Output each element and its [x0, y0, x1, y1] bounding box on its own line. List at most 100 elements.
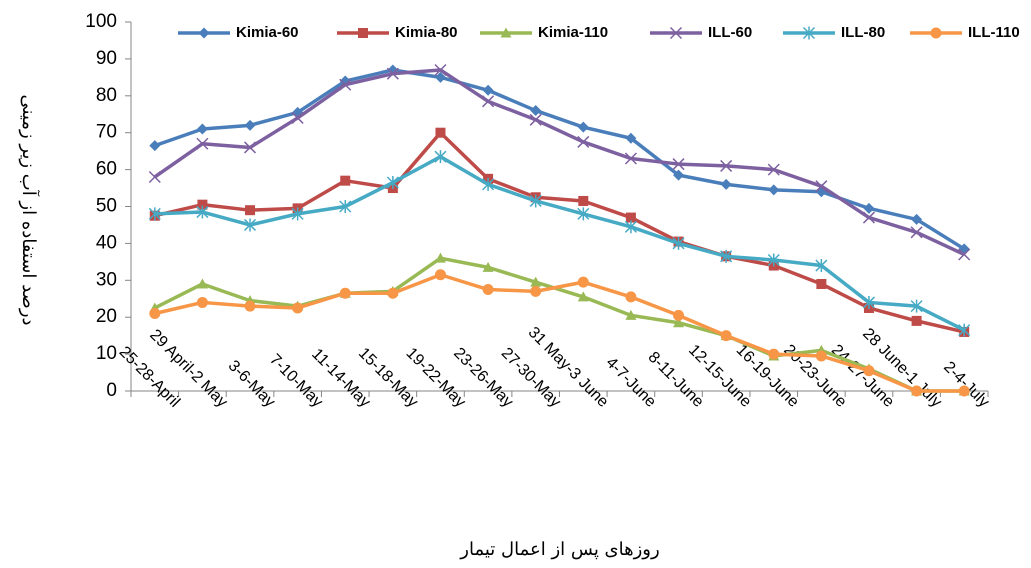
y-tick-label: 70: [96, 122, 117, 143]
x-tick-label: 2-4-July: [940, 359, 992, 411]
point: [577, 291, 589, 302]
point: [482, 95, 495, 108]
point: [196, 278, 208, 289]
point: [435, 127, 446, 138]
legend-label: Kimia-60: [236, 24, 299, 41]
series-line: [154, 256, 965, 393]
point: [291, 111, 304, 124]
legend-marker: [500, 27, 512, 38]
legend-marker: [930, 27, 942, 39]
point: [577, 276, 589, 288]
point: [815, 350, 827, 362]
point: [816, 278, 827, 289]
point: [434, 71, 446, 83]
point: [196, 123, 208, 135]
point: [720, 178, 732, 190]
point: [672, 236, 685, 250]
point: [720, 159, 733, 172]
point: [482, 84, 494, 96]
point: [529, 113, 542, 126]
point: [148, 170, 161, 184]
point: [768, 348, 780, 360]
point: [625, 309, 637, 320]
legend-label: ILL-60: [708, 24, 752, 41]
point: [529, 194, 542, 208]
y-tick-label: 10: [96, 343, 117, 364]
point: [911, 213, 923, 225]
point: [862, 211, 876, 224]
legend-label: Kimia-110: [538, 24, 608, 41]
point: [672, 158, 685, 171]
y-tick-label: 60: [96, 159, 117, 180]
series-line: [154, 68, 966, 251]
point: [577, 135, 590, 148]
point: [434, 63, 447, 77]
point: [339, 287, 351, 299]
point: [243, 141, 257, 154]
series-line: [154, 130, 965, 334]
point: [244, 119, 256, 131]
y-tick-label: 50: [96, 196, 117, 217]
legend-marker: [669, 26, 683, 40]
point: [720, 330, 732, 342]
point: [340, 175, 351, 186]
y-tick-label: 80: [96, 85, 117, 106]
point: [149, 308, 161, 320]
point: [530, 285, 542, 297]
legend-marker: [802, 26, 816, 40]
x-axis-title: روزهای پس از اعمال تیمار: [459, 539, 659, 560]
point: [148, 207, 161, 221]
point: [673, 317, 685, 328]
y-tick-label: 90: [96, 48, 117, 69]
point: [815, 259, 828, 273]
legend-marker: [358, 28, 368, 38]
y-tick-label: 20: [96, 306, 117, 327]
point: [624, 152, 637, 165]
legend-label: Kimia-80: [395, 24, 458, 41]
point: [434, 150, 447, 164]
legend-marker: [198, 27, 210, 39]
point: [434, 252, 446, 263]
x-tick-label: 31 May-3 June: [525, 324, 612, 411]
point: [196, 296, 208, 308]
y-axis-title: درصد استفاده از آب زیر زمینی: [18, 94, 40, 325]
point: [720, 249, 733, 263]
point: [482, 284, 494, 296]
point: [767, 163, 780, 176]
point: [958, 248, 971, 261]
point: [578, 195, 589, 206]
point: [245, 205, 256, 216]
y-tick-label: 30: [96, 269, 117, 290]
point: [196, 205, 209, 219]
series-line: [154, 154, 965, 332]
point: [958, 385, 970, 397]
point: [625, 212, 636, 223]
point: [434, 269, 446, 281]
point: [911, 385, 923, 397]
point: [624, 220, 637, 234]
point: [625, 132, 637, 144]
point: [577, 207, 590, 221]
point: [862, 295, 876, 309]
point: [673, 169, 685, 181]
point: [625, 291, 637, 303]
point: [243, 218, 257, 232]
point: [386, 176, 399, 190]
point: [767, 253, 780, 267]
point: [482, 177, 495, 191]
point: [530, 105, 542, 117]
point: [197, 199, 208, 210]
point: [815, 180, 828, 193]
y-tick-label: 100: [85, 11, 117, 32]
point: [339, 200, 352, 213]
legend-label: ILL-80: [841, 24, 885, 41]
point: [863, 202, 875, 214]
legend-label: ILL-110: [968, 24, 1020, 41]
point: [482, 261, 494, 272]
point: [244, 300, 256, 312]
point: [911, 315, 922, 326]
point: [910, 226, 923, 239]
y-tick-label: 40: [96, 232, 117, 253]
series-line: [154, 273, 965, 393]
